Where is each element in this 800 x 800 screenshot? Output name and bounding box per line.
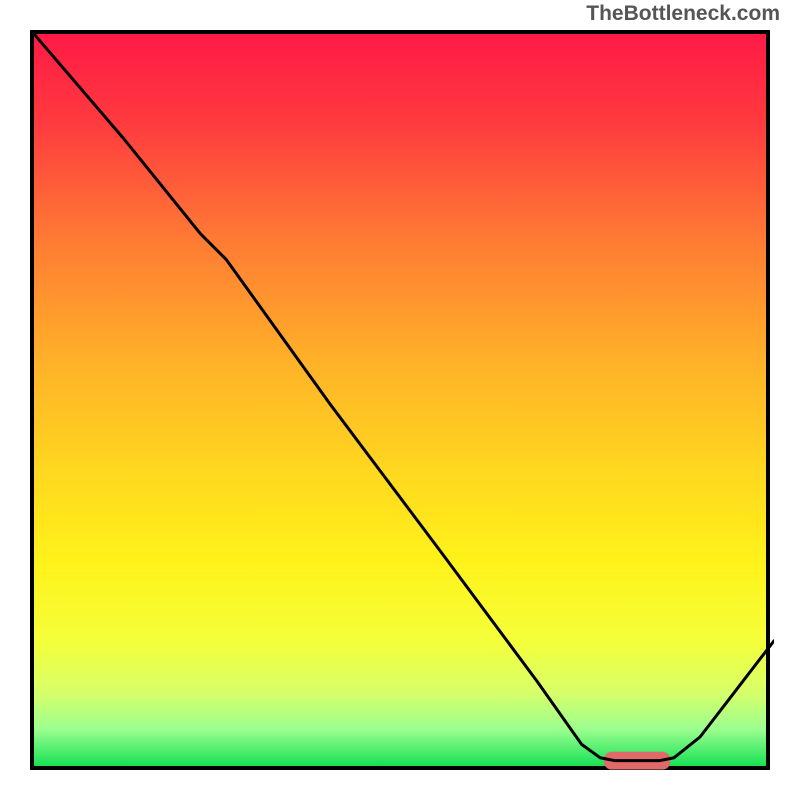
plot-area bbox=[30, 30, 770, 770]
bottleneck-curve bbox=[34, 34, 774, 761]
watermark-text: TheBottleneck.com bbox=[586, 2, 780, 26]
chart-overlay bbox=[34, 34, 774, 774]
chart-canvas: TheBottleneck.com bbox=[0, 0, 800, 800]
